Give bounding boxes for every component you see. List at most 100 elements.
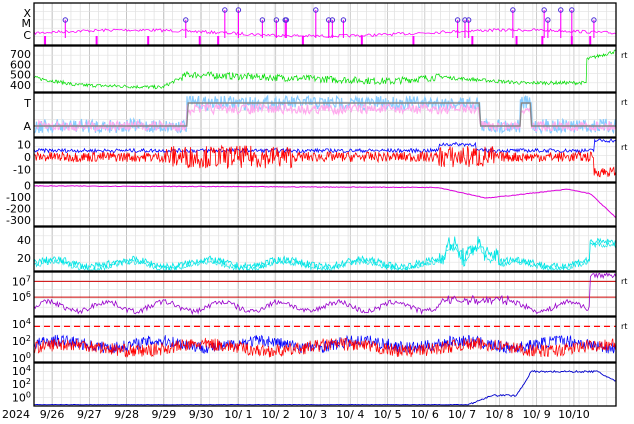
flare-marker: [558, 7, 564, 13]
flare-marker: [259, 17, 266, 23]
panel-frame: [33, 362, 617, 407]
data-gap-bar: [217, 36, 220, 45]
flare-marker: [235, 7, 242, 13]
flare-marker: [340, 17, 347, 23]
right-label: rt: [621, 98, 627, 107]
panel-frame: [33, 182, 617, 227]
data-gap-bar: [95, 36, 98, 45]
flare-flux-line: [33, 27, 617, 38]
dst-line: [33, 185, 617, 219]
flare-marker: [313, 7, 319, 13]
panel-frame: [33, 2, 617, 46]
flare-marker: [541, 7, 547, 13]
flare-marker: [183, 17, 189, 23]
data-gap-bar: [515, 36, 518, 45]
x-tick-label: 9/30: [189, 408, 214, 421]
x-tick-label: 10/ 5: [373, 408, 401, 421]
flare-marker: [462, 17, 468, 23]
y-tick-label: 102: [12, 377, 31, 391]
flare-marker: [465, 17, 472, 23]
imf-sector-line: [34, 102, 616, 127]
proton-flux-blue-line: [33, 334, 617, 355]
data-gap-bar: [198, 36, 201, 45]
y-tick-label: M: [22, 17, 32, 30]
y-tick-label: A: [23, 120, 31, 133]
x-tick-label: 10/ 8: [485, 408, 513, 421]
panel-frame: [33, 137, 617, 183]
x-tick-label: 10/ 9: [523, 408, 551, 421]
y-tick-label: 100: [12, 351, 31, 365]
y-tick-label: C: [23, 29, 31, 42]
x-tick-label: 9/26: [40, 408, 65, 421]
y-tick-label: 20: [17, 252, 31, 265]
proton-flux-red-line: [33, 337, 617, 358]
data-gap-bar: [412, 36, 415, 45]
electron-flux-line: [33, 272, 617, 316]
right-label: rt: [621, 277, 627, 286]
panel-frame: [33, 45, 617, 93]
data-gap-bar: [471, 36, 474, 45]
x-tick-label: 10/ 1: [224, 408, 252, 421]
data-gap-bar: [570, 36, 573, 45]
data-gap-bar: [589, 36, 592, 45]
flare-marker: [283, 17, 290, 23]
x-tick-label: 10/ 2: [262, 408, 290, 421]
x-tick-label: 10/ 4: [336, 408, 364, 421]
solar-wind-speed-line: [33, 49, 617, 90]
y-tick-label: T: [23, 97, 31, 110]
right-label: rt: [621, 143, 627, 152]
y-tick-label: -200: [6, 203, 31, 216]
data-gap-bar: [44, 36, 47, 45]
x-tick-label: 10/ 6: [411, 408, 439, 421]
flare-marker: [510, 7, 516, 13]
y-tick-label: 104: [12, 364, 31, 378]
y-tick-label: -100: [6, 191, 31, 204]
x-tick-label: 9/28: [114, 408, 139, 421]
data-gap-bar: [301, 36, 304, 45]
ae-index-line-2: [33, 241, 617, 272]
panel-frame: [33, 92, 617, 138]
y-tick-label: 106: [12, 290, 31, 304]
flare-marker: [545, 17, 551, 23]
imf-bz-line: [33, 144, 617, 178]
y-tick-label: 400: [10, 79, 31, 92]
imf-away-line: [33, 102, 617, 133]
y-tick-label: 700: [10, 48, 31, 61]
x-tick-label: 9/29: [152, 408, 177, 421]
y-tick-label: 0: [24, 179, 31, 192]
flare-marker: [569, 7, 575, 13]
y-tick-label: 102: [12, 334, 31, 348]
imf-bt-line: [33, 138, 617, 154]
flare-marker: [591, 17, 597, 23]
right-label: rt: [621, 51, 627, 60]
ae-index-line: [33, 236, 617, 271]
x-tick-label: 9/27: [77, 408, 102, 421]
panel-frames: [33, 2, 617, 407]
proton-flux-high-line: [34, 369, 617, 406]
y-tick-label: -300: [6, 214, 31, 227]
x-tick-labels: 9/26 9/27 9/28 9/29 9/30 10/ 1 10/ 2 10/ 3 10/ 4…: [40, 408, 590, 421]
y-tick-label: -10: [13, 163, 31, 176]
data-gap-bar: [541, 36, 544, 45]
start-year-label: 2024: [2, 408, 30, 421]
x-tick-label: 10/10: [558, 408, 590, 421]
flare-marker: [222, 7, 228, 13]
chart-series: [33, 7, 617, 406]
chart-grid: [33, 3, 617, 406]
y-tick-label: 107: [12, 274, 31, 288]
y-tick-label: 0: [24, 151, 31, 164]
flare-marker: [454, 17, 461, 23]
x-tick-label: 10/ 3: [299, 408, 327, 421]
y-tick-label: 600: [10, 58, 31, 71]
data-gap-bar: [147, 36, 150, 45]
panel-frame: [33, 316, 617, 363]
flare-marker: [62, 17, 69, 23]
right-label: rt: [621, 322, 627, 331]
y-tick-label: 100: [12, 390, 31, 404]
flare-marker: [273, 17, 280, 23]
data-gap-bar: [360, 36, 363, 45]
flare-marker: [329, 17, 336, 23]
y-tick-label: X: [23, 7, 31, 20]
y-tick-label: 500: [10, 69, 31, 82]
